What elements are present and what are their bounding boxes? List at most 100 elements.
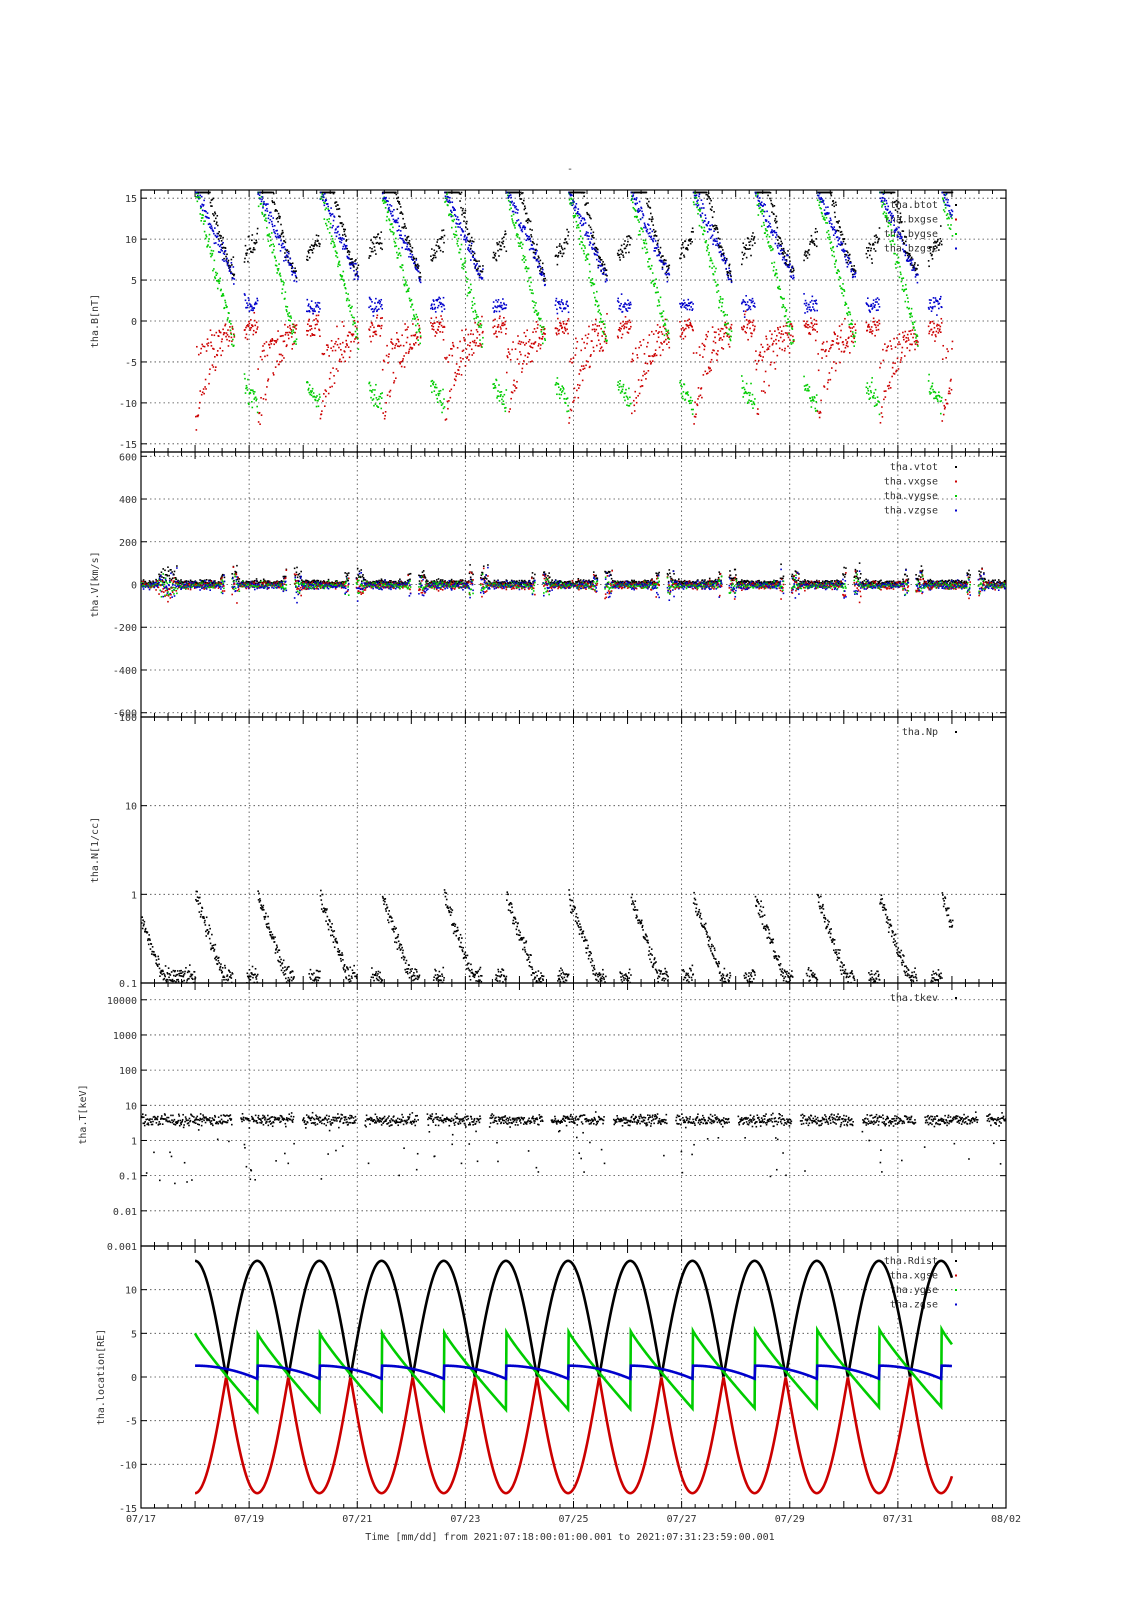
- data-point-bzgse: [521, 230, 524, 233]
- data-point-bzgse: [437, 298, 439, 301]
- data-point-bzgse: [747, 308, 749, 311]
- data-point-bxgse: [330, 347, 332, 349]
- data-point-btot: [246, 252, 248, 255]
- data-point-bygse: [288, 315, 291, 318]
- data-point-bzgse: [637, 207, 640, 210]
- data-point-bxgse: [888, 384, 891, 387]
- data-point-bzgse: [503, 303, 506, 306]
- data-point-bygse: [412, 318, 414, 320]
- data-point-bygse: [568, 192, 570, 195]
- data-point-bxgse: [714, 341, 717, 344]
- data-point-bzgse: [498, 310, 501, 313]
- data-point-bxgse: [314, 323, 317, 326]
- data-point-bzgse: [371, 301, 373, 303]
- data-point-bygse: [774, 274, 776, 277]
- data-point-bxgse: [709, 367, 711, 370]
- data-point-bygse: [368, 382, 370, 385]
- data-point-bxgse: [762, 356, 764, 358]
- data-point-bygse: [741, 380, 744, 382]
- data-point-bzgse: [686, 308, 689, 311]
- data-point-bxgse: [406, 336, 409, 339]
- data-point-bxgse: [581, 338, 583, 340]
- data-point-btot: [709, 197, 711, 200]
- data-point-bzgse: [722, 254, 725, 257]
- data-point-bzgse: [709, 237, 712, 239]
- data-point-bzgse: [699, 214, 702, 216]
- data-point-bzgse: [451, 201, 454, 204]
- data-point-bxgse: [699, 354, 701, 356]
- data-point-bzgse: [495, 299, 497, 302]
- data-point-bxgse: [709, 361, 712, 363]
- data-point-bygse: [256, 405, 258, 408]
- data-point-bygse: [230, 333, 233, 336]
- data-point-bxgse: [285, 345, 288, 348]
- data-point-bxgse: [541, 335, 544, 338]
- data-point-bzgse: [636, 209, 639, 212]
- data-point-bzgse: [336, 226, 339, 228]
- data-point-bzgse: [764, 219, 767, 221]
- data-point-bxgse: [556, 327, 559, 330]
- data-point-btot: [397, 202, 400, 204]
- data-point-bzgse: [254, 302, 257, 305]
- data-point-bzgse: [653, 247, 656, 249]
- data-point-bxgse: [526, 329, 529, 332]
- data-point-bzgse: [764, 204, 766, 206]
- data-point-bxgse: [396, 338, 399, 341]
- data-point-bygse: [476, 315, 478, 318]
- data-point-bygse: [771, 248, 774, 251]
- data-point-btot: [271, 200, 274, 202]
- data-point-bxgse: [829, 378, 832, 381]
- data-point-btot: [218, 231, 221, 233]
- data-point-bxgse: [227, 329, 229, 331]
- data-point-bygse: [435, 394, 438, 396]
- data-point-bzgse: [396, 221, 399, 224]
- data-point-bxgse: [511, 348, 513, 351]
- data-point-bzgse: [419, 281, 422, 284]
- data-point-bxgse: [215, 331, 218, 334]
- data-point-bzgse: [641, 216, 644, 219]
- data-point-bzgse: [617, 297, 619, 300]
- data-point-bygse: [695, 197, 698, 199]
- data-point-btot: [214, 211, 216, 214]
- data-point-btot: [625, 251, 627, 254]
- data-point-bygse: [325, 224, 328, 227]
- data-point-bzgse: [340, 241, 343, 244]
- data-point-bxgse: [386, 394, 389, 397]
- data-point-bxgse: [776, 354, 779, 357]
- data-point-bxgse: [396, 345, 399, 347]
- data-point-bygse: [650, 264, 653, 267]
- data-point-btot: [555, 254, 558, 257]
- data-point-bxgse: [655, 330, 657, 332]
- data-point-bxgse: [757, 413, 760, 415]
- data-point-bygse: [407, 288, 409, 291]
- data-point-btot: [532, 241, 534, 244]
- data-point-bxgse: [440, 324, 443, 327]
- data-point-bzgse: [598, 264, 601, 267]
- data-point-bzgse: [811, 295, 814, 298]
- data-point-bzgse: [523, 226, 526, 229]
- data-point-bxgse: [435, 316, 438, 319]
- data-point-bzgse: [307, 303, 310, 305]
- data-point-bygse: [883, 211, 886, 213]
- data-point-bygse: [760, 225, 763, 228]
- data-point-bxgse: [712, 349, 714, 351]
- y-tick-label: -15: [119, 440, 137, 451]
- data-point-bzgse: [314, 310, 316, 313]
- data-point-bxgse: [281, 359, 283, 362]
- data-point-bxgse: [282, 340, 285, 343]
- data-point-bxgse: [778, 347, 781, 350]
- data-point-bzgse: [589, 241, 591, 243]
- data-point-bygse: [269, 239, 272, 242]
- data-point-bxgse: [413, 343, 415, 345]
- data-point-bygse: [338, 260, 341, 263]
- data-point-bygse: [865, 386, 868, 389]
- data-point-btot: [724, 260, 727, 262]
- data-point-btot: [846, 250, 848, 253]
- data-point-bygse: [771, 262, 773, 265]
- data-point-bzgse: [536, 259, 539, 261]
- data-point-btot: [659, 246, 662, 249]
- data-point-bxgse: [854, 329, 857, 332]
- data-point-bzgse: [404, 234, 406, 237]
- data-point-bzgse: [713, 238, 716, 241]
- data-point-bzgse: [512, 210, 515, 213]
